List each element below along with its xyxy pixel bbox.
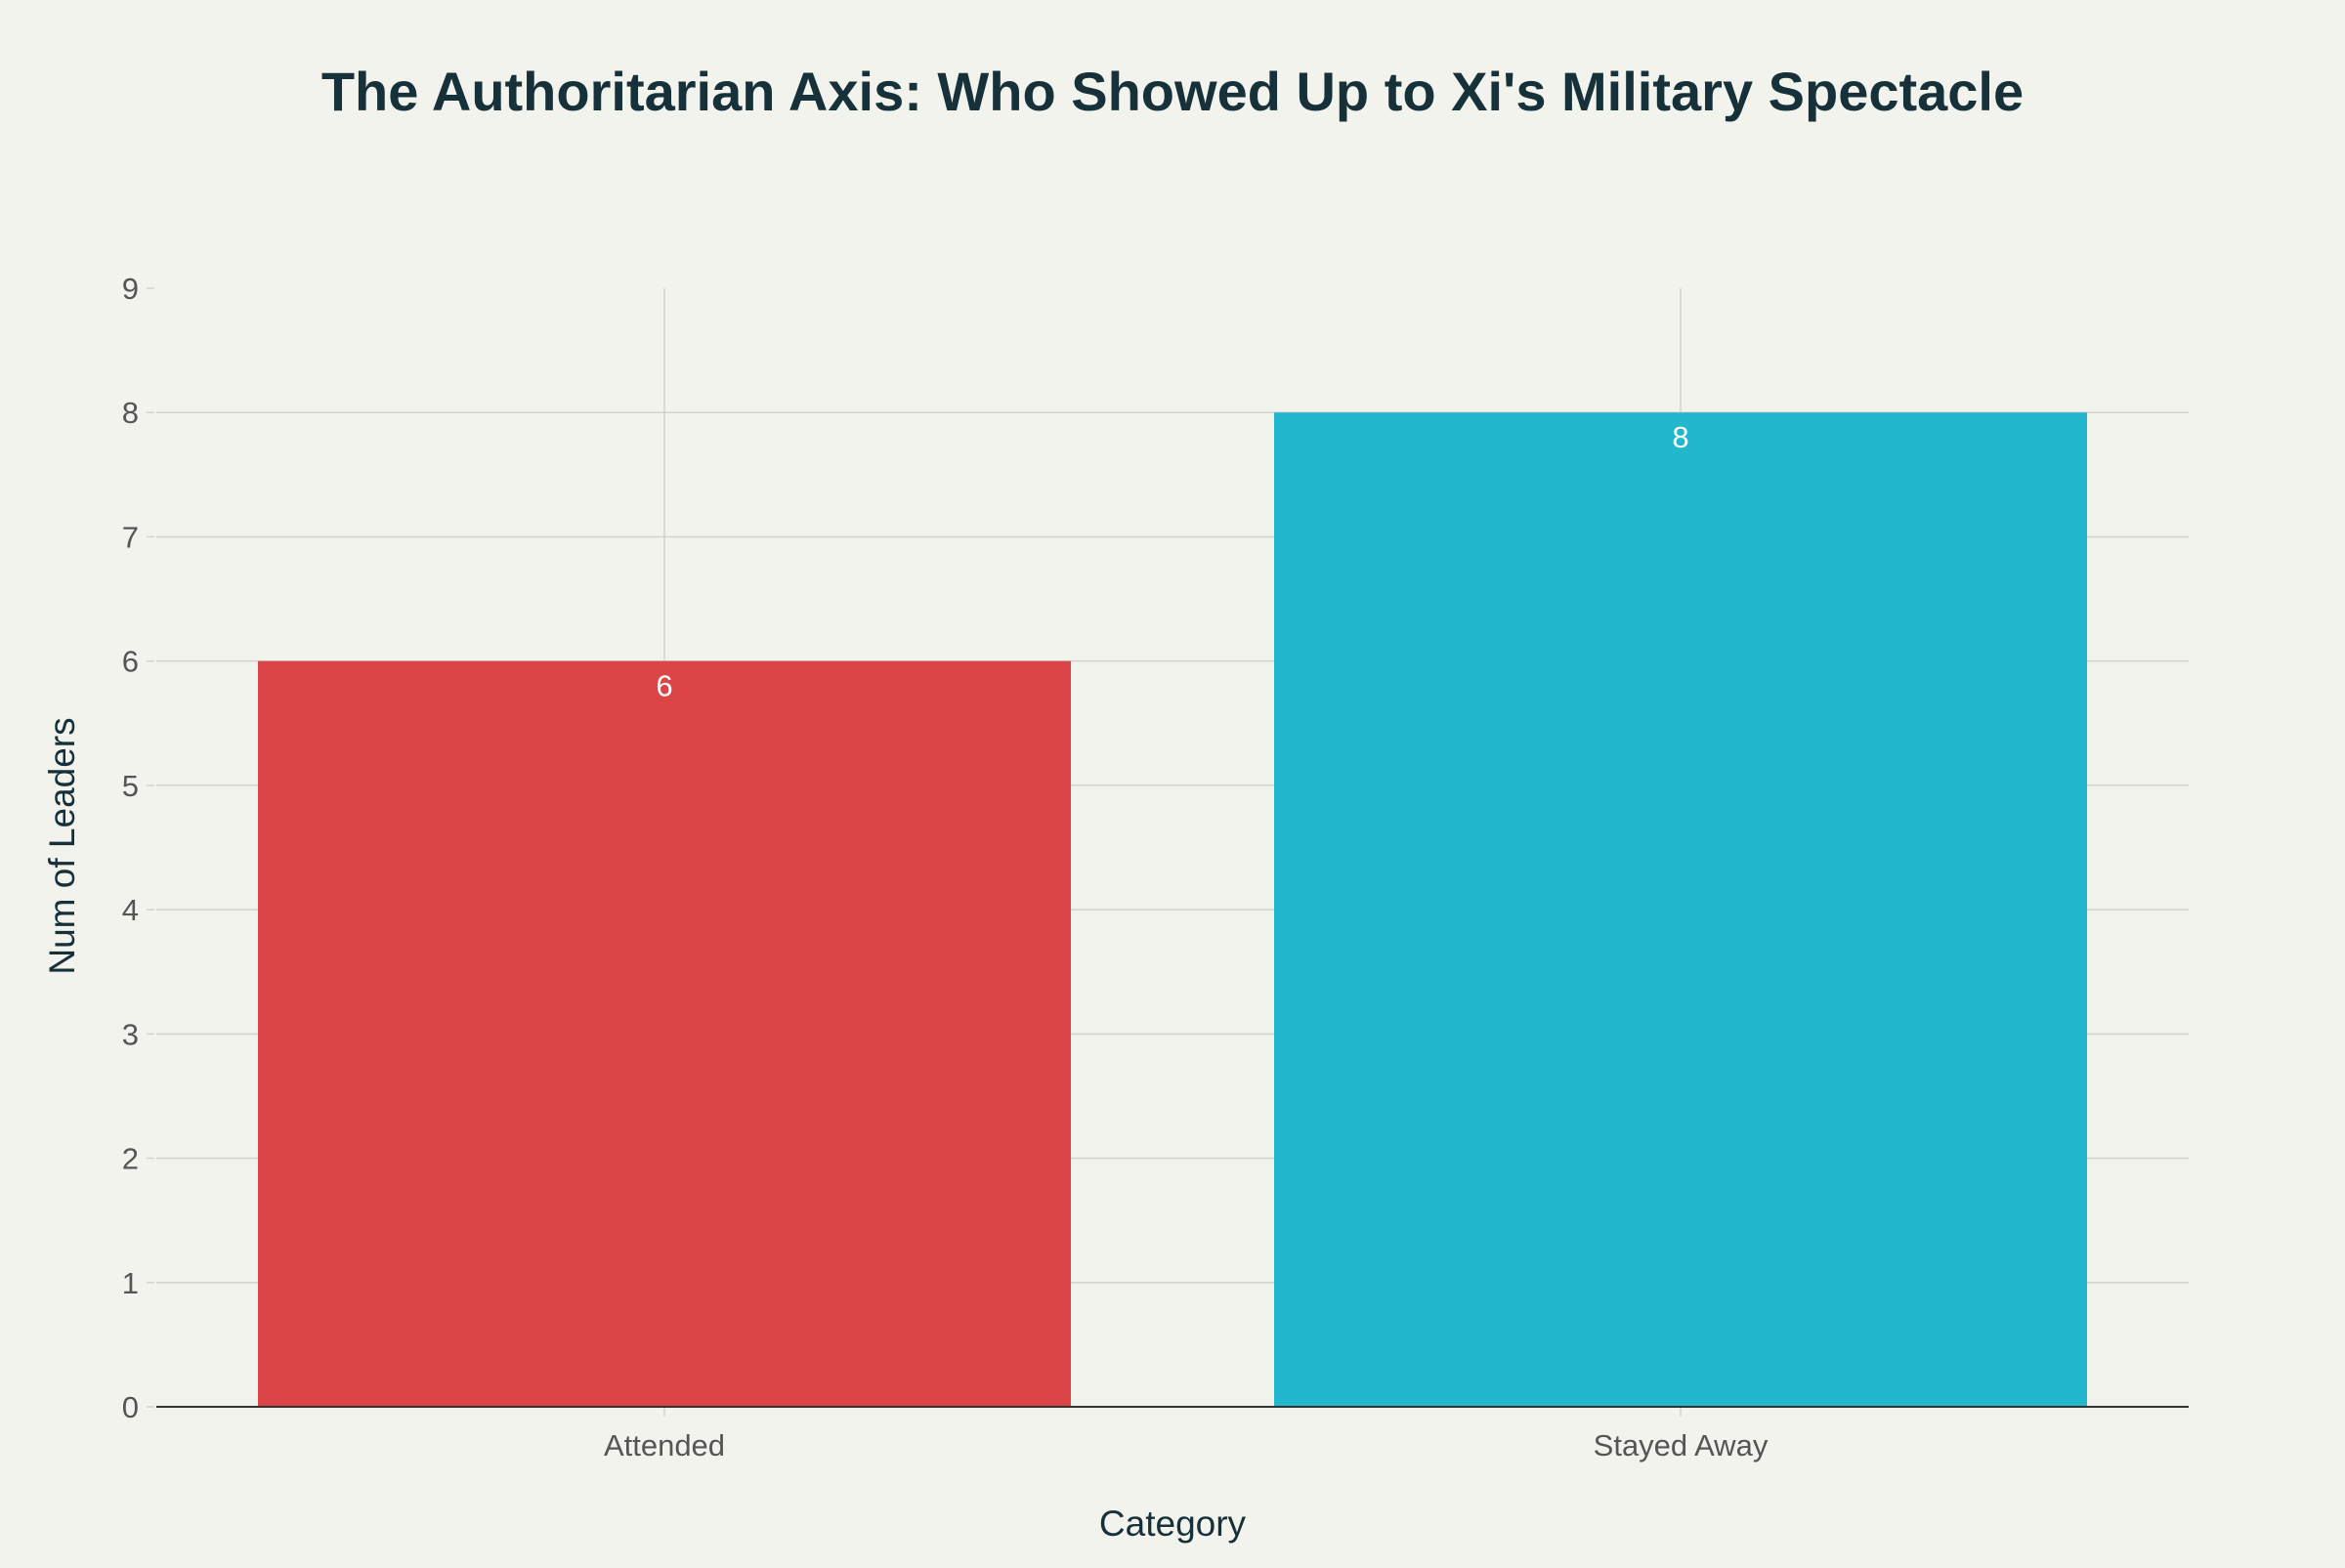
x-tick-label: Stayed Away [1594, 1428, 1769, 1462]
data-label: 6 [656, 669, 672, 703]
y-tick-label: 5 [122, 769, 139, 803]
y-tick-label: 2 [122, 1142, 139, 1176]
labels: 0 1 2 3 4 5 6 7 8 9 6 Attended 8 Stayed Away [122, 272, 1769, 1462]
x-axis-title: Category [1099, 1504, 1247, 1544]
chart-title: The Authoritarian Axis: Who Showed Up to… [321, 61, 2024, 122]
y-tick-label: 7 [122, 520, 139, 554]
y-tick-label: 8 [122, 396, 139, 430]
y-tick-label: 9 [122, 272, 139, 306]
axes [147, 287, 2189, 1417]
y-tick-label: 0 [122, 1390, 139, 1424]
y-tick-label: 4 [122, 893, 139, 927]
y-axis-title: Num of Leaders [42, 717, 82, 974]
bar-stayed-away [1274, 412, 2087, 1407]
bars [258, 412, 2087, 1407]
bar-attended [258, 660, 1071, 1407]
x-tick-label: Attended [604, 1428, 725, 1462]
data-label: 8 [1672, 420, 1688, 454]
y-tick-label: 1 [122, 1266, 139, 1300]
y-tick-label: 3 [122, 1017, 139, 1051]
y-tick-label: 6 [122, 645, 139, 679]
